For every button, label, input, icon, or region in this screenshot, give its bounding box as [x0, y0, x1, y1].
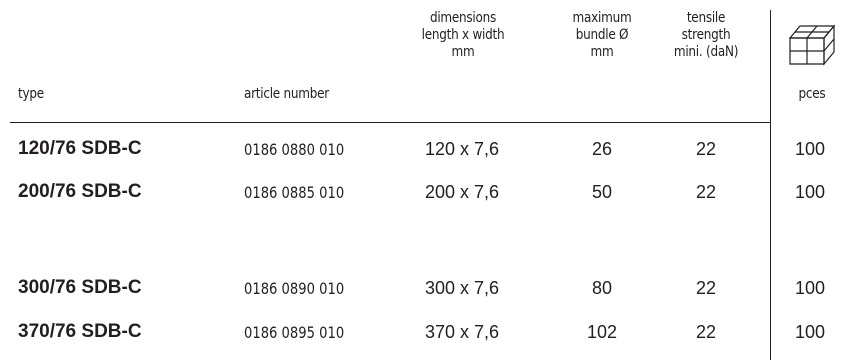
header-pces: pces [798, 86, 826, 102]
row-dimensions: 200 x 7,6 [424, 182, 500, 202]
header-dimensions: dimensions length x width mm [421, 10, 505, 60]
row-max-bundle: 50 [591, 182, 613, 202]
row-pces: 100 [794, 278, 826, 298]
row-tensile: 22 [695, 182, 717, 202]
row-pces: 100 [794, 139, 826, 159]
header-article-number: article number [244, 86, 329, 102]
row-dimensions: 370 x 7,6 [424, 322, 500, 342]
row-type: 200/76 SDB-C [18, 181, 142, 202]
box-icon [788, 24, 836, 66]
row-type: 300/76 SDB-C [18, 277, 142, 298]
row-pces: 100 [794, 182, 826, 202]
header-type: type [18, 86, 44, 102]
row-dimensions: 300 x 7,6 [424, 278, 500, 298]
column-divider [770, 10, 771, 360]
row-article-number: 0186 0895 010 [244, 323, 345, 342]
row-pces: 100 [794, 322, 826, 342]
header-max-bundle: maximum bundle Ø mm [572, 10, 632, 60]
row-tensile: 22 [695, 278, 717, 298]
row-article-number: 0186 0880 010 [244, 140, 345, 159]
row-max-bundle: 102 [586, 322, 618, 342]
row-tensile: 22 [695, 322, 717, 342]
row-article-number: 0186 0885 010 [244, 183, 345, 202]
row-type: 370/76 SDB-C [18, 321, 142, 342]
row-max-bundle: 80 [591, 278, 613, 298]
row-dimensions: 120 x 7,6 [424, 139, 500, 159]
header-tensile-strength: tensile strength mini. (daN) [673, 10, 739, 60]
row-tensile: 22 [695, 139, 717, 159]
row-article-number: 0186 0890 010 [244, 279, 345, 298]
header-divider [10, 122, 770, 123]
row-type: 120/76 SDB-C [18, 138, 142, 159]
row-max-bundle: 26 [591, 139, 613, 159]
